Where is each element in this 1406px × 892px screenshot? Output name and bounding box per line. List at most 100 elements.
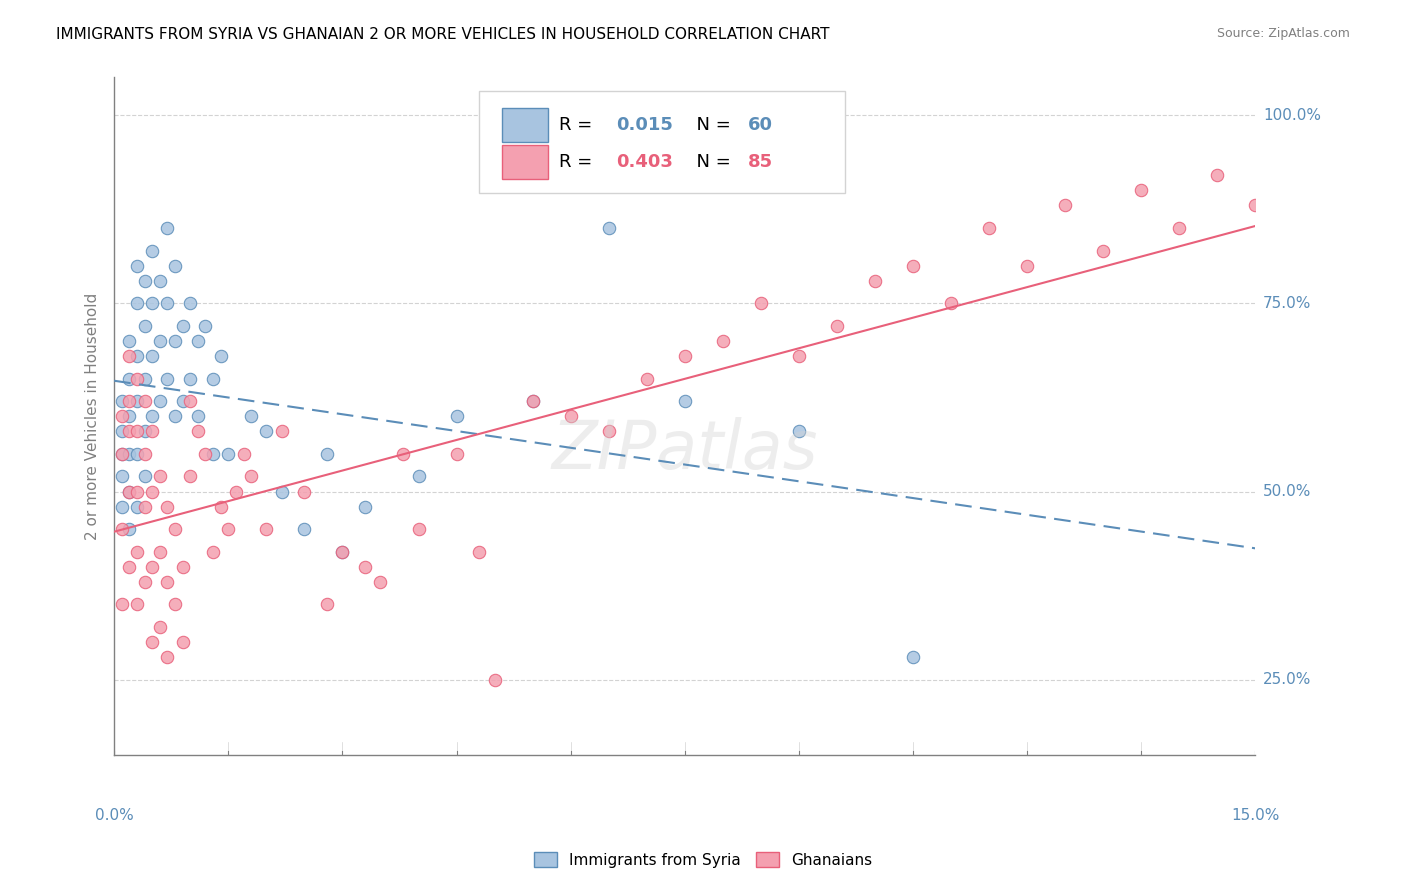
Point bbox=[522, 394, 544, 409]
Point bbox=[118, 484, 141, 499]
Text: 0.015: 0.015 bbox=[616, 116, 673, 134]
Point bbox=[165, 334, 187, 348]
Point bbox=[787, 349, 810, 363]
Point bbox=[825, 318, 848, 333]
Point bbox=[254, 425, 277, 439]
Point bbox=[125, 259, 148, 273]
Text: R =: R = bbox=[560, 153, 599, 171]
Point bbox=[111, 598, 134, 612]
Point bbox=[202, 371, 225, 385]
Point bbox=[1282, 145, 1305, 160]
Point bbox=[156, 221, 179, 235]
Point bbox=[787, 425, 810, 439]
Point bbox=[149, 469, 172, 483]
Point bbox=[1092, 244, 1115, 258]
Point bbox=[179, 296, 201, 310]
Point bbox=[560, 409, 582, 424]
FancyBboxPatch shape bbox=[502, 145, 548, 179]
Point bbox=[118, 559, 141, 574]
Point bbox=[979, 221, 1001, 235]
Point bbox=[111, 409, 134, 424]
Point bbox=[194, 447, 217, 461]
Point bbox=[125, 447, 148, 461]
Point bbox=[111, 522, 134, 536]
Text: 60: 60 bbox=[748, 116, 772, 134]
Point bbox=[141, 409, 163, 424]
Point bbox=[141, 484, 163, 499]
Point bbox=[149, 334, 172, 348]
Y-axis label: 2 or more Vehicles in Household: 2 or more Vehicles in Household bbox=[86, 293, 100, 540]
Point bbox=[111, 447, 134, 461]
Point bbox=[149, 394, 172, 409]
Point bbox=[125, 371, 148, 385]
Point bbox=[118, 409, 141, 424]
Point bbox=[156, 500, 179, 514]
Point bbox=[1244, 198, 1267, 212]
Point bbox=[141, 559, 163, 574]
Point bbox=[134, 500, 156, 514]
Point bbox=[156, 296, 179, 310]
Point bbox=[125, 349, 148, 363]
Point bbox=[332, 545, 354, 559]
Point bbox=[484, 673, 506, 687]
Point bbox=[118, 522, 141, 536]
Point bbox=[134, 447, 156, 461]
Point bbox=[370, 574, 392, 589]
Point bbox=[118, 371, 141, 385]
Point bbox=[141, 296, 163, 310]
Point bbox=[141, 349, 163, 363]
Point bbox=[141, 635, 163, 649]
Point bbox=[156, 574, 179, 589]
Point bbox=[408, 469, 430, 483]
Point bbox=[217, 447, 239, 461]
Point bbox=[172, 559, 194, 574]
Point bbox=[863, 274, 886, 288]
Point bbox=[111, 394, 134, 409]
Point bbox=[711, 334, 734, 348]
Point bbox=[156, 650, 179, 665]
Point bbox=[165, 409, 187, 424]
Point bbox=[111, 469, 134, 483]
Point bbox=[165, 598, 187, 612]
Point bbox=[149, 620, 172, 634]
Point bbox=[194, 318, 217, 333]
Point bbox=[939, 296, 962, 310]
Text: 25.0%: 25.0% bbox=[1263, 673, 1312, 687]
Point bbox=[172, 318, 194, 333]
Point bbox=[254, 522, 277, 536]
Point bbox=[149, 274, 172, 288]
Point bbox=[217, 522, 239, 536]
Point bbox=[316, 598, 339, 612]
Point bbox=[354, 559, 377, 574]
Point bbox=[522, 394, 544, 409]
Point bbox=[172, 635, 194, 649]
Point bbox=[292, 484, 315, 499]
Point bbox=[1396, 198, 1406, 212]
Point bbox=[111, 425, 134, 439]
Text: 85: 85 bbox=[748, 153, 773, 171]
Point bbox=[125, 425, 148, 439]
Point bbox=[179, 371, 201, 385]
Point bbox=[468, 545, 491, 559]
Point bbox=[172, 394, 194, 409]
Point bbox=[202, 447, 225, 461]
Point bbox=[1206, 169, 1229, 183]
Point bbox=[134, 274, 156, 288]
Point bbox=[187, 425, 209, 439]
Point bbox=[165, 259, 187, 273]
Text: 100.0%: 100.0% bbox=[1263, 108, 1322, 122]
Text: Source: ZipAtlas.com: Source: ZipAtlas.com bbox=[1216, 27, 1350, 40]
Text: 15.0%: 15.0% bbox=[1232, 808, 1279, 822]
Point bbox=[446, 447, 468, 461]
Point bbox=[1320, 183, 1343, 197]
Point bbox=[225, 484, 247, 499]
Text: 75.0%: 75.0% bbox=[1263, 296, 1312, 310]
Text: IMMIGRANTS FROM SYRIA VS GHANAIAN 2 OR MORE VEHICLES IN HOUSEHOLD CORRELATION CH: IMMIGRANTS FROM SYRIA VS GHANAIAN 2 OR M… bbox=[56, 27, 830, 42]
Text: R =: R = bbox=[560, 116, 599, 134]
Point bbox=[118, 447, 141, 461]
Point bbox=[125, 394, 148, 409]
Text: ZIPatlas: ZIPatlas bbox=[551, 417, 818, 483]
Point bbox=[134, 318, 156, 333]
Point bbox=[187, 334, 209, 348]
Point bbox=[125, 296, 148, 310]
